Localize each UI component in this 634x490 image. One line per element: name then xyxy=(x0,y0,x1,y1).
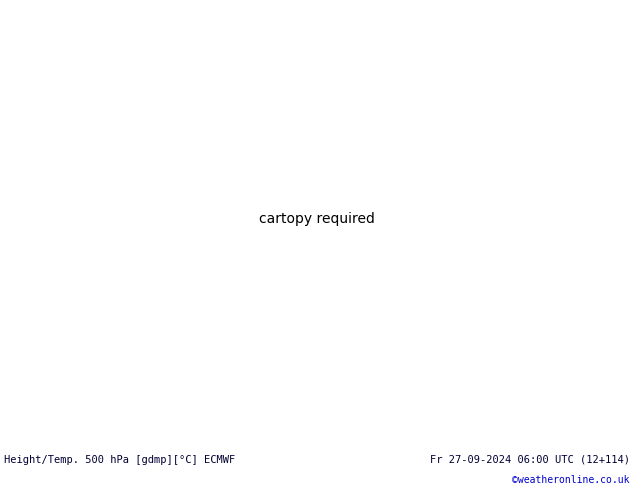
Text: ©weatheronline.co.uk: ©weatheronline.co.uk xyxy=(512,475,630,485)
Text: Height/Temp. 500 hPa [gdmp][°C] ECMWF: Height/Temp. 500 hPa [gdmp][°C] ECMWF xyxy=(4,455,235,465)
Text: Fr 27-09-2024 06:00 UTC (12+114): Fr 27-09-2024 06:00 UTC (12+114) xyxy=(430,455,630,465)
Text: cartopy required: cartopy required xyxy=(259,212,375,226)
